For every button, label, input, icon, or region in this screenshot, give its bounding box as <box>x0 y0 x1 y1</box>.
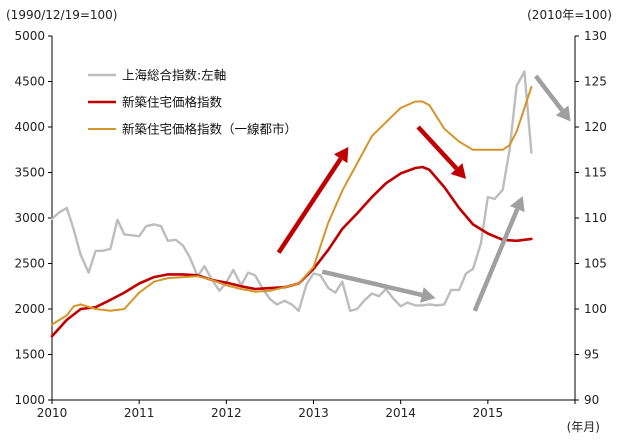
x-tick-label: 2015 <box>473 406 504 420</box>
trend-arrow-shaft <box>533 74 564 112</box>
trend-arrow-3 <box>321 269 436 303</box>
left-tick-label: 3500 <box>14 166 45 180</box>
left-tick-label: 5000 <box>14 29 45 43</box>
trend-arrow-head <box>509 196 525 213</box>
trend-arrow-1 <box>276 147 349 254</box>
legend-label: 上海総合指数:左軸 <box>122 68 226 83</box>
trend-arrow-shaft <box>321 269 423 298</box>
series-line-1 <box>50 70 533 312</box>
trend-arrow-4 <box>472 196 525 312</box>
legend-item-1: 上海総合指数:左軸 <box>88 68 226 83</box>
trend-arrow-shaft <box>416 125 459 171</box>
left-axis-unit: (1990/12/19=100) <box>6 8 118 22</box>
left-tick-label: 2500 <box>14 257 45 271</box>
x-tick-label: 2012 <box>211 406 242 420</box>
left-tick-label: 3000 <box>14 211 45 225</box>
legend-item-3: 新築住宅価格指数（一線都市） <box>88 122 297 137</box>
left-tick-label: 4500 <box>14 75 45 89</box>
trend-arrow-head <box>420 287 436 303</box>
trend-arrow-head <box>555 105 571 122</box>
right-tick-label: 105 <box>584 257 607 271</box>
legend-label: 新築住宅価格指数（一線都市） <box>122 122 297 137</box>
x-axis-unit: (年月) <box>567 420 600 434</box>
right-tick-label: 115 <box>584 166 607 180</box>
trend-arrow-head <box>450 163 467 179</box>
trend-arrow-2 <box>416 125 467 179</box>
trend-arrow-head <box>333 147 349 164</box>
trend-arrow-5 <box>533 74 571 122</box>
right-tick-label: 125 <box>584 75 607 89</box>
trend-arrow-shaft <box>276 157 343 254</box>
right-tick-label: 90 <box>584 393 599 407</box>
legend-item-2: 新築住宅価格指数 <box>88 95 223 110</box>
left-tick-label: 4000 <box>14 120 45 134</box>
left-tick-label: 2000 <box>14 302 45 316</box>
right-tick-label: 95 <box>584 348 599 362</box>
x-tick-label: 2014 <box>385 406 416 420</box>
right-tick-label: 100 <box>584 302 607 316</box>
right-tick-label: 130 <box>584 29 607 43</box>
left-tick-label: 1500 <box>14 348 45 362</box>
trend-arrow-shaft <box>472 208 520 312</box>
legend-label: 新築住宅価格指数 <box>122 95 223 110</box>
left-tick-label: 1000 <box>14 393 45 407</box>
x-tick-label: 2013 <box>298 406 329 420</box>
series-line-2 <box>50 165 533 338</box>
right-tick-label: 120 <box>584 120 607 134</box>
series-line-3 <box>51 86 533 326</box>
right-tick-label: 110 <box>584 211 607 225</box>
x-tick-label: 2011 <box>124 406 155 420</box>
x-tick-label: 2010 <box>37 406 68 420</box>
right-axis-unit: (2010年=100) <box>527 8 612 22</box>
